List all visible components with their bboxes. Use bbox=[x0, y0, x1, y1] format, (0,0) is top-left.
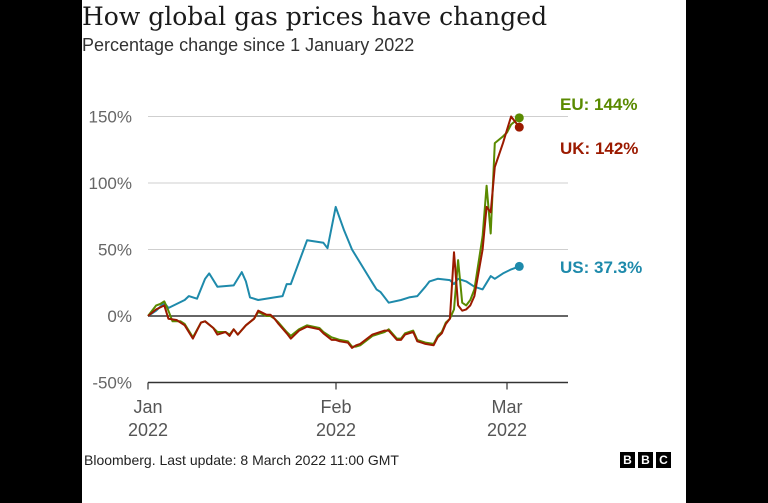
end-marker-us bbox=[514, 261, 524, 271]
chart-title: How global gas prices have changed bbox=[82, 2, 548, 31]
y-tick-label: 0% bbox=[107, 307, 132, 326]
end-marker-uk bbox=[514, 122, 524, 132]
logo-letter: B bbox=[620, 452, 635, 468]
series-line-us bbox=[147, 205, 520, 317]
y-tick-label: 150% bbox=[89, 108, 132, 127]
source-note: Bloomberg. Last update: 8 March 2022 11:… bbox=[84, 452, 399, 468]
x-tick-label: 2022 bbox=[128, 420, 168, 440]
bbc-logo: B B C bbox=[620, 452, 671, 468]
chart-panel: How global gas prices have changed Perce… bbox=[82, 0, 686, 503]
y-tick-label: 50% bbox=[98, 241, 132, 260]
series-line-uk bbox=[147, 115, 521, 349]
end-label-us: US: 37.3% bbox=[560, 258, 642, 277]
end-label-uk: UK: 142% bbox=[560, 139, 638, 158]
x-tick-label: Jan bbox=[133, 397, 162, 417]
logo-letter: B bbox=[638, 452, 653, 468]
y-tick-label: 100% bbox=[89, 174, 132, 193]
x-tick-label: Feb bbox=[320, 397, 351, 417]
y-tick-label: -50% bbox=[92, 374, 132, 393]
x-tick-label: Mar bbox=[492, 397, 523, 417]
end-label-eu: EU: 144% bbox=[560, 95, 637, 114]
series-line-eu bbox=[147, 117, 520, 348]
logo-letter: C bbox=[656, 452, 671, 468]
x-tick-label: 2022 bbox=[487, 420, 527, 440]
end-marker-eu bbox=[514, 113, 524, 123]
x-tick-label: 2022 bbox=[316, 420, 356, 440]
chart-subtitle: Percentage change since 1 January 2022 bbox=[82, 35, 415, 55]
